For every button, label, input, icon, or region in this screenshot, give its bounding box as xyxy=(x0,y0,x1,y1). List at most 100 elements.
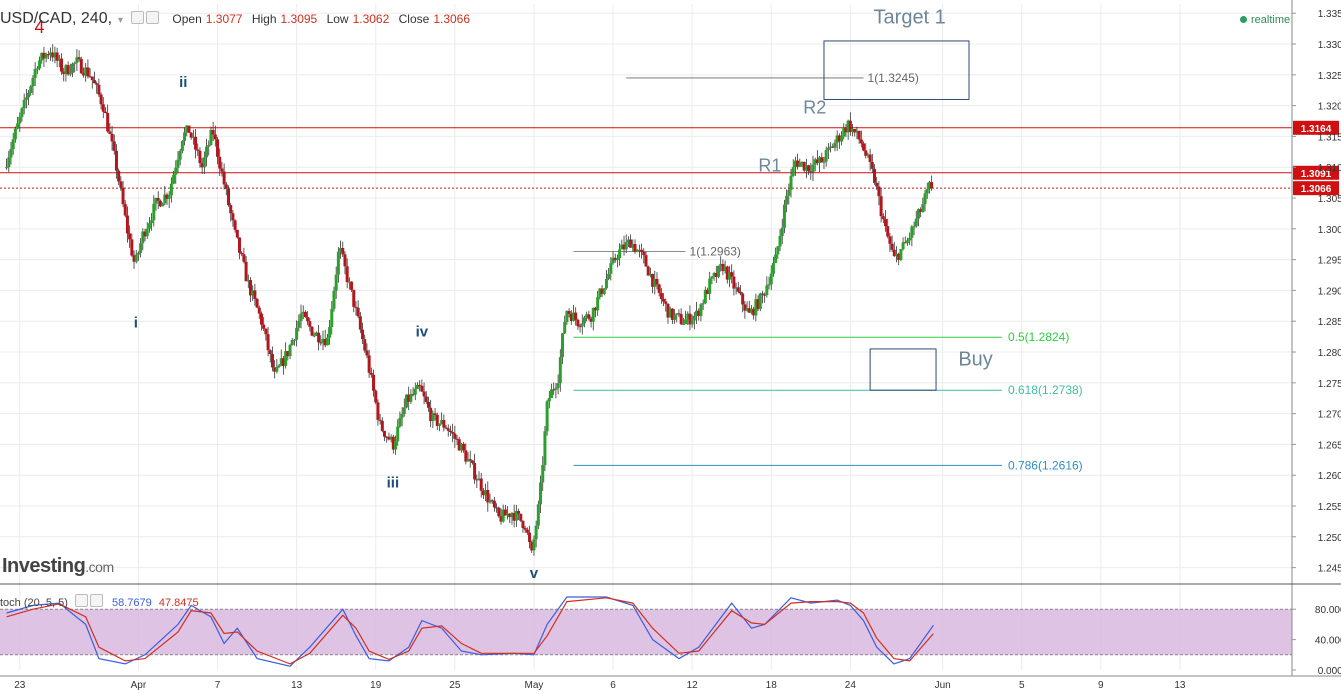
candle xyxy=(659,288,663,304)
candle-body xyxy=(464,450,468,462)
target-boxes xyxy=(823,40,970,391)
candle-body xyxy=(431,413,435,422)
candle xyxy=(380,417,384,433)
candle-body xyxy=(198,150,202,164)
candle xyxy=(310,326,314,337)
candle xyxy=(760,290,764,304)
candle-body xyxy=(385,436,389,438)
chevron-down-icon[interactable]: ▾ xyxy=(118,15,124,26)
candle xyxy=(334,266,338,299)
candle-body xyxy=(444,427,448,429)
candle xyxy=(881,213,885,224)
candle xyxy=(233,219,237,233)
stoch-close-icon[interactable] xyxy=(89,594,103,607)
candle xyxy=(848,112,852,136)
symbol-label[interactable]: USD/CAD, 240, xyxy=(0,10,113,27)
candle-body xyxy=(132,255,136,262)
candle-body xyxy=(853,128,857,133)
candle xyxy=(16,116,20,130)
candle xyxy=(248,276,252,303)
candle xyxy=(163,185,167,206)
candle xyxy=(290,337,294,346)
candle xyxy=(607,267,611,281)
candle-body xyxy=(253,290,257,299)
candle xyxy=(213,125,217,147)
candle xyxy=(706,287,710,295)
candle-body xyxy=(42,52,46,59)
candle xyxy=(578,323,582,333)
wave-label: iv xyxy=(416,324,429,341)
candle xyxy=(108,123,112,135)
stochastic-label[interactable]: toch (20, 5, 5) xyxy=(0,597,68,609)
candle-body xyxy=(251,290,255,296)
settings-icon[interactable] xyxy=(131,11,145,24)
close-icon[interactable] xyxy=(146,11,160,24)
candle-body xyxy=(552,389,556,391)
wave-label: ii xyxy=(179,74,187,91)
candle-body xyxy=(793,160,797,168)
candle xyxy=(545,399,549,436)
x-tick-label: 23 xyxy=(14,680,26,691)
candle xyxy=(571,304,575,322)
projection-label: 1(1.3245) xyxy=(868,71,919,85)
candle xyxy=(198,147,202,168)
candle-body xyxy=(725,266,729,280)
candle xyxy=(275,359,279,374)
candle-body xyxy=(341,248,345,255)
candle xyxy=(644,251,648,267)
candle-body xyxy=(851,128,855,133)
candle xyxy=(464,443,468,465)
candle xyxy=(662,293,666,307)
candle-body xyxy=(442,420,446,428)
candle-body xyxy=(319,342,323,344)
candle xyxy=(787,183,791,205)
candle xyxy=(365,343,369,359)
candle-body xyxy=(492,500,496,508)
stoch-settings-icon[interactable] xyxy=(74,594,88,607)
candle-body xyxy=(422,391,426,397)
close-label: Close xyxy=(398,12,430,26)
candle xyxy=(183,127,187,146)
candle-body xyxy=(143,231,147,237)
candle-body xyxy=(110,133,114,142)
candle-body xyxy=(310,326,314,336)
candle xyxy=(811,155,815,182)
candle xyxy=(763,292,767,303)
candle-body xyxy=(402,407,406,414)
candle-body xyxy=(848,120,852,133)
candle xyxy=(925,182,929,199)
candle-body xyxy=(53,52,57,58)
candle xyxy=(629,234,633,248)
candle-body xyxy=(908,237,912,241)
candle xyxy=(84,62,88,82)
y-tick-label: 1.2500 xyxy=(1318,533,1341,544)
candle xyxy=(29,84,33,96)
candle-body xyxy=(712,273,716,277)
candle xyxy=(194,128,198,159)
candle xyxy=(692,312,696,330)
chart-header: USD/CAD, 240, ▾ Open 1.3077 High 1.3095 Low… xyxy=(0,10,476,28)
candle-body xyxy=(923,193,927,205)
candle-body xyxy=(281,358,285,366)
candle-body xyxy=(486,490,490,503)
candle xyxy=(332,286,336,312)
candle xyxy=(323,329,327,348)
candle-body xyxy=(468,459,472,461)
candle xyxy=(284,342,288,369)
x-tick-label: 13 xyxy=(291,680,303,691)
candle-body xyxy=(754,299,758,316)
candle xyxy=(789,169,793,198)
candle-body xyxy=(325,337,329,346)
candle-body xyxy=(629,239,633,248)
candle-body xyxy=(582,317,586,324)
candle xyxy=(642,248,646,264)
candle-body xyxy=(721,263,725,272)
candle xyxy=(411,386,415,397)
candle xyxy=(699,303,703,322)
wave-label: i xyxy=(134,314,138,331)
candle xyxy=(846,119,850,140)
candle xyxy=(240,251,244,257)
candle-body xyxy=(229,205,233,214)
candle-body xyxy=(411,394,415,396)
